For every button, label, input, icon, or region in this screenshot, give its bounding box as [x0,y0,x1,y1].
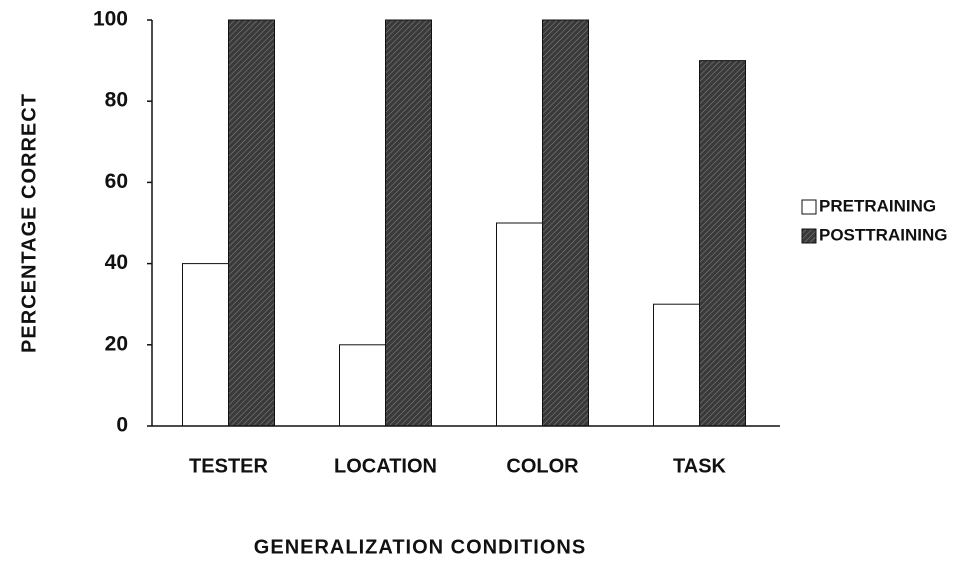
bar [496,222,543,427]
bar [699,60,746,427]
y-tick-label: 40 [105,251,128,274]
y-tick-label: 20 [105,332,128,355]
bar [542,19,589,427]
legend-swatch [801,199,817,215]
legend-swatch [801,228,817,244]
y-axis-title: PERCENTAGE CORRECT [18,93,40,353]
y-tick-label: 80 [105,89,128,112]
bar [339,344,386,427]
bar [182,263,229,427]
legend-label: POSTTRAINING [819,225,947,244]
x-tick-label: COLOR [506,455,579,477]
bar [385,19,432,427]
x-tick-label: TESTER [189,455,268,477]
bar [653,303,700,427]
bar [228,19,275,427]
x-tick-label: LOCATION [334,455,437,477]
x-tick-label: TASK [673,455,727,477]
legend-label: PRETRAINING [819,196,936,215]
y-tick-label: 60 [105,170,128,193]
x-axis-title: GENERALIZATION CONDITIONS [254,536,586,558]
y-tick-label: 0 [116,414,128,437]
y-tick-label: 100 [93,8,128,31]
